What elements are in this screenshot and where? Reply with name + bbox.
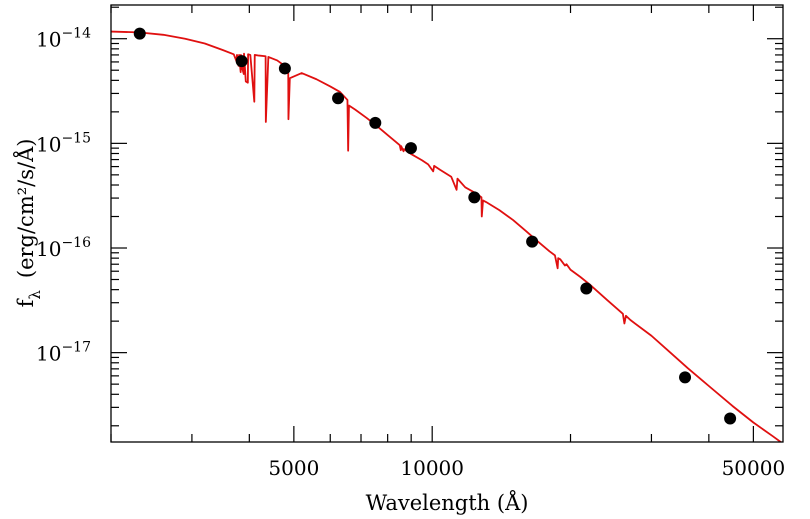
data-point [404, 142, 417, 155]
data-point [468, 191, 481, 204]
x-tick-labels: 5000 10000 50000 [268, 456, 785, 480]
points-layer [133, 27, 737, 425]
y-tick-label: 10−14 [36, 26, 91, 52]
data-point [369, 116, 382, 129]
data-point [278, 62, 291, 75]
y-tick-label: 10−15 [36, 130, 91, 156]
y-axis-label-units: (erg/cm²/s/Å) [13, 139, 38, 279]
x-tick-label: 5000 [268, 456, 319, 480]
y-axis-label-sub: λ [26, 290, 44, 300]
y-axis-label: fλ (erg/cm²/s/Å) [13, 139, 44, 308]
data-point [332, 92, 345, 105]
axis-ticks [110, 5, 783, 442]
data-point [580, 282, 593, 295]
x-tick-label: 50000 [722, 456, 786, 480]
data-point [235, 55, 248, 68]
x-axis-label: Wavelength (Å) [366, 490, 529, 515]
data-point [679, 371, 692, 384]
y-tick-labels: 10−14 10−15 10−16 10−17 [36, 26, 91, 366]
svg-text:fλ(erg/cm²/s/Å): fλ (erg/cm²/s/Å) [13, 139, 44, 308]
plot-frame [110, 4, 784, 443]
x-tick-label: 10000 [400, 456, 464, 480]
y-axis-label-main: f [14, 297, 38, 307]
y-tick-label: 10−16 [36, 235, 91, 261]
data-point [526, 235, 539, 248]
y-tick-label: 10−17 [36, 340, 91, 366]
data-point [133, 27, 146, 40]
data-point [724, 412, 737, 425]
